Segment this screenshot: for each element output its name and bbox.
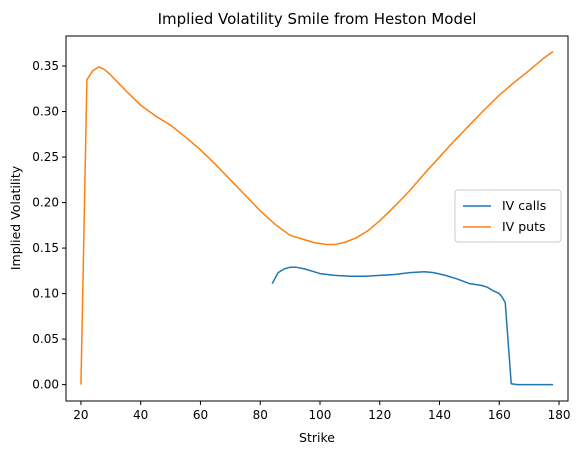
y-axis-label: Implied Volatility xyxy=(8,165,23,270)
x-tick-label: 40 xyxy=(133,408,148,422)
x-axis-label: Strike xyxy=(299,430,335,445)
legend: IV calls IV puts xyxy=(454,189,562,243)
chart-title: Implied Volatility Smile from Heston Mod… xyxy=(158,10,477,28)
y-axis-ticks: 0.00 0.05 0.10 0.15 0.20 0.25 0.30 0.35 xyxy=(32,59,66,392)
plot-area xyxy=(80,50,554,386)
legend-label-iv-puts: IV puts xyxy=(502,219,545,234)
x-tick-label: 100 xyxy=(309,408,332,422)
x-axis-ticks: 20 40 60 80 100 120 140 160 180 xyxy=(73,401,570,422)
y-tick-label: 0.00 xyxy=(32,378,59,392)
x-tick-label: 80 xyxy=(253,408,268,422)
y-tick-label: 0.25 xyxy=(32,150,59,164)
y-tick-label: 0.10 xyxy=(32,287,59,301)
y-tick-label: 0.30 xyxy=(32,105,59,119)
axes-frame xyxy=(65,35,569,402)
y-tick-label: 0.20 xyxy=(32,196,59,210)
y-tick-label: 0.35 xyxy=(32,59,59,73)
legend-box xyxy=(454,189,562,243)
y-tick-label: 0.15 xyxy=(32,241,59,255)
y-tick-label: 0.05 xyxy=(32,332,59,346)
series-line-iv-calls xyxy=(271,266,554,386)
x-tick-label: 160 xyxy=(488,408,511,422)
x-tick-label: 180 xyxy=(548,408,571,422)
x-tick-label: 120 xyxy=(368,408,391,422)
legend-label-iv-calls: IV calls xyxy=(502,198,546,213)
x-tick-label: 140 xyxy=(428,408,451,422)
x-tick-label: 20 xyxy=(73,408,88,422)
x-tick-label: 60 xyxy=(193,408,208,422)
series-line-iv-puts xyxy=(80,50,554,385)
